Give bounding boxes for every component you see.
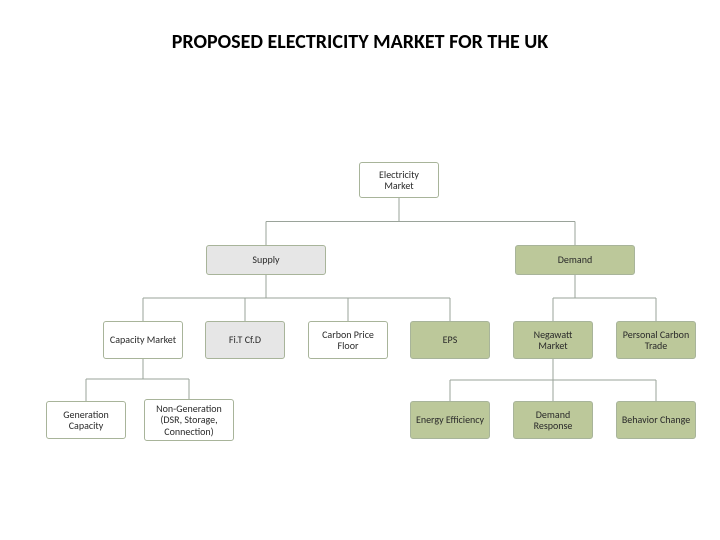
node-bchange: Behavior Change xyxy=(616,401,696,439)
node-eneff: Energy Efficiency xyxy=(410,401,490,439)
node-pct: Personal Carbon Trade xyxy=(616,321,696,359)
node-nongen: Non-Generation (DSR, Storage, Connection… xyxy=(144,399,234,441)
node-cpf: Carbon Price Floor xyxy=(308,321,388,359)
node-dresp: Demand Response xyxy=(513,401,593,439)
node-fitcfd: Fi.T Cf.D xyxy=(205,321,285,359)
node-root: Electricity Market xyxy=(359,162,439,198)
node-negawatt: Negawatt Market xyxy=(513,321,593,359)
node-supply: Supply xyxy=(206,245,326,275)
page-title: PROPOSED ELECTRICITY MARKET FOR THE UK xyxy=(0,30,720,54)
node-capmkt: Capacity Market xyxy=(103,321,183,359)
node-demand: Demand xyxy=(515,245,635,275)
node-gencap: Generation Capacity xyxy=(46,401,126,439)
node-eps: EPS xyxy=(410,321,490,359)
